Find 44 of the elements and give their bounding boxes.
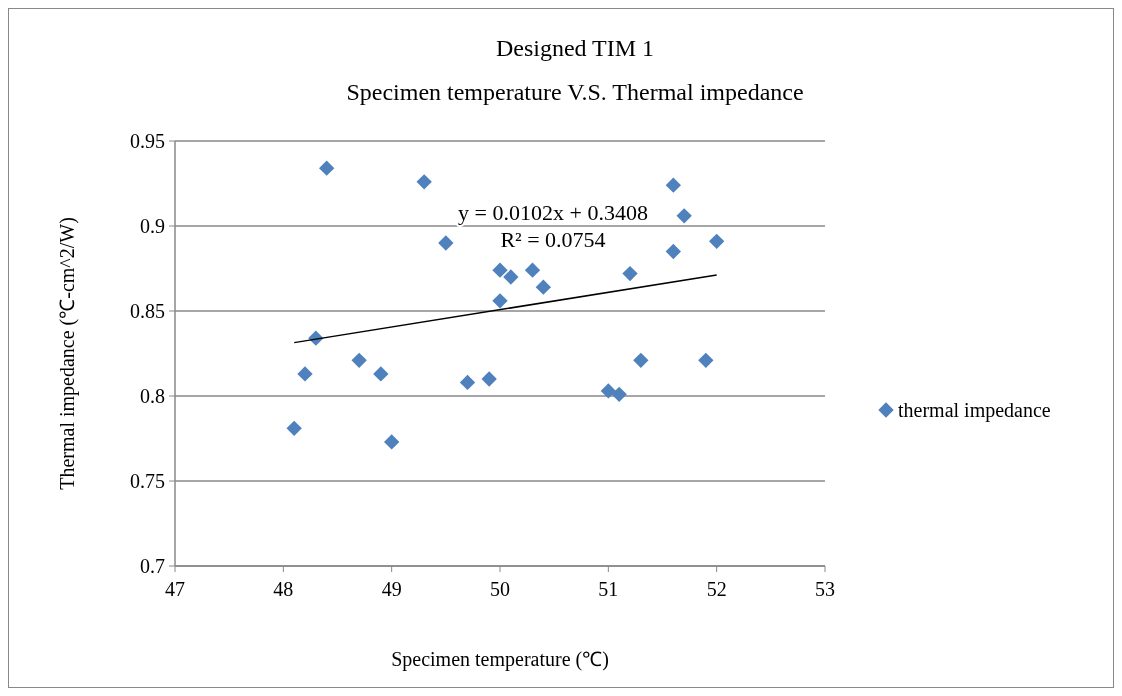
point: [297, 366, 313, 382]
point: [492, 262, 508, 278]
point: [633, 352, 649, 368]
point: [535, 279, 551, 295]
point: [503, 269, 519, 285]
point: [384, 434, 400, 450]
point: [286, 420, 302, 436]
point: [351, 352, 367, 368]
y-tick-label: 0.7: [140, 555, 165, 577]
point: [676, 208, 692, 224]
point: [698, 352, 714, 368]
x-tick-label: 47: [165, 578, 185, 600]
x-tick-label: 48: [273, 578, 294, 600]
chart-title: Designed TIM 1: [495, 35, 655, 61]
point: [665, 243, 681, 260]
point: [622, 265, 638, 282]
x-tick-label: 50: [490, 578, 510, 600]
annotation: R² = 0.0754: [500, 227, 606, 252]
x-tick-label: 52: [706, 578, 727, 600]
point: [481, 371, 497, 387]
point: [665, 177, 681, 193]
point: [492, 293, 508, 309]
point: [459, 374, 476, 391]
x-tick-label: 53: [815, 578, 835, 600]
point: [709, 233, 725, 249]
y-tick-label: 0.85: [130, 300, 165, 322]
point: [438, 235, 454, 251]
y-tick-label: 0.95: [130, 130, 165, 152]
point: [600, 383, 616, 399]
y-tick-label: 0.75: [130, 470, 165, 492]
y-tick-label: 0.8: [140, 385, 165, 407]
x-tick-label: 51: [598, 578, 619, 600]
x-tick-label: 49: [381, 578, 402, 600]
point: [524, 262, 541, 278]
chart-subtitle: Specimen temperature V.S. Thermal impedance: [346, 79, 804, 105]
point: [319, 160, 335, 176]
point: [416, 174, 432, 190]
point: [611, 386, 627, 402]
legend-label: thermal impedance: [898, 399, 1051, 422]
annotation: y = 0.0102x + 0.3408: [458, 200, 648, 225]
point: [373, 366, 389, 382]
x-axis-title: Specimen temperature (℃): [391, 648, 609, 671]
y-tick-label: 0.9: [140, 215, 165, 237]
y-axis-title: Thermal impedance (℃-cm^2/W): [56, 217, 79, 490]
